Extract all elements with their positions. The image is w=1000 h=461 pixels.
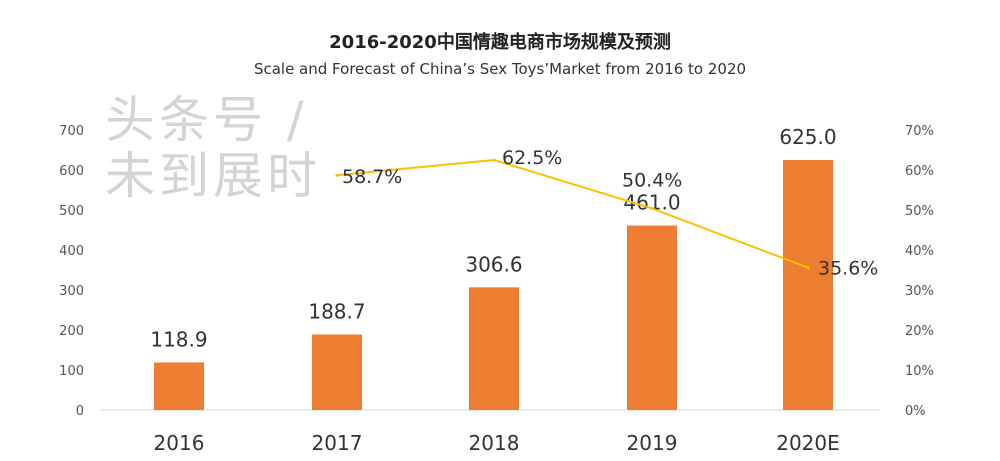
bar-2017 (312, 334, 362, 410)
bar-data-label: 188.7 (308, 300, 365, 324)
y-right-tick-label: 50% (905, 204, 934, 219)
bar-data-label: 625.0 (779, 125, 836, 149)
bar-2018 (469, 287, 519, 410)
line-data-label: 35.6% (818, 258, 878, 280)
watermark: 头条号 / 未到展时 (105, 91, 321, 205)
y-left-tick-label: 100 (59, 364, 84, 379)
line-data-label: 62.5% (502, 147, 562, 169)
line-point-2017 (335, 173, 339, 177)
y-left-tick-label: 200 (59, 324, 84, 339)
x-tick-label: 2017 (312, 431, 363, 455)
chart-title: 2016-2020中国情趣电商市场规模及预测 (329, 32, 671, 53)
bar-2016 (154, 362, 204, 410)
bar-data-label: 306.6 (465, 252, 522, 276)
y-right-tick-label: 30% (905, 284, 934, 299)
line-point-2020E (806, 266, 810, 270)
growth-line (336, 158, 809, 269)
x-tick-label: 2016 (154, 431, 205, 455)
chart-subtitle: Scale and Forecast of China’s Sex Toys’M… (253, 60, 747, 78)
line-data-label: 50.4% (622, 169, 682, 191)
y-right-tick-label: 70% (905, 124, 934, 139)
line-point-2018 (492, 158, 496, 162)
y-left-tick-label: 600 (59, 164, 84, 179)
y-left-tick-label: 700 (59, 124, 84, 139)
y-left-tick-label: 300 (59, 284, 84, 299)
x-tick-label: 2018 (469, 431, 520, 455)
y-right-tick-label: 20% (905, 324, 934, 339)
y-left-tick-label: 500 (59, 204, 84, 219)
line-point-2019 (650, 206, 654, 210)
x-tick-label: 2020E (776, 431, 840, 455)
y-right-tick-label: 10% (905, 364, 934, 379)
y-right-tick-label: 60% (905, 164, 934, 179)
bar-2020E (783, 160, 833, 410)
y-left-tick-label: 400 (59, 244, 84, 259)
bar-2019 (627, 225, 677, 410)
bar-data-label: 118.9 (150, 327, 207, 351)
y-left-tick-label: 0 (76, 404, 84, 419)
y-right-tick-label: 40% (905, 244, 934, 259)
x-tick-label: 2019 (627, 431, 678, 455)
y-right-tick-label: 0% (905, 404, 926, 419)
line-data-label: 58.7% (342, 166, 402, 188)
